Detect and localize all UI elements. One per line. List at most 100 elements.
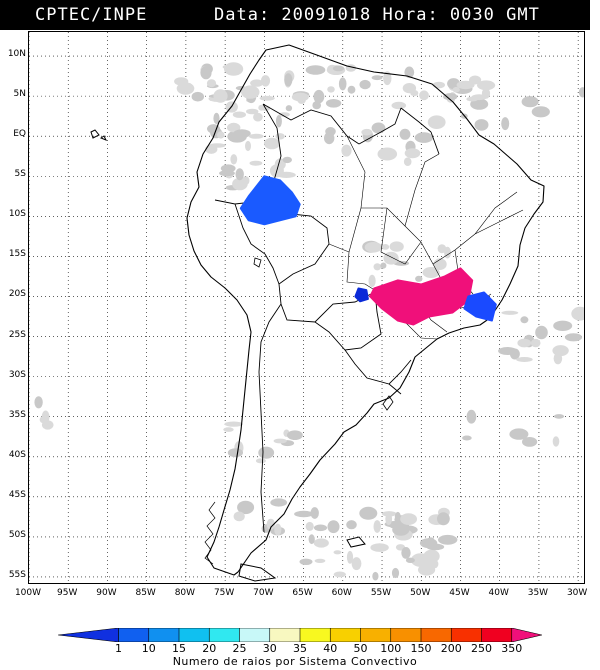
continent-outline bbox=[186, 44, 545, 576]
latitude-label: 35S bbox=[8, 409, 26, 420]
cloud-patch bbox=[372, 571, 379, 581]
cloud-patch bbox=[213, 112, 220, 125]
cloud-patch bbox=[235, 168, 244, 181]
longitude-label: 85W bbox=[135, 588, 156, 598]
latitude-label: 25S bbox=[8, 329, 26, 340]
cloud-patch bbox=[278, 112, 290, 117]
graticule bbox=[29, 32, 584, 583]
cloud-patch bbox=[282, 156, 292, 164]
cloud-patch bbox=[418, 564, 436, 576]
cloud-patch bbox=[359, 79, 371, 90]
cloud-patch bbox=[399, 128, 411, 140]
cloud-patch bbox=[419, 90, 429, 101]
cloud-patch bbox=[275, 115, 282, 128]
cloud-patch bbox=[285, 105, 293, 112]
cloud-patch bbox=[250, 79, 264, 87]
cloud-patch bbox=[452, 86, 460, 93]
date-time-label: Data: 20091018 Hora: 0030 GMT bbox=[214, 5, 540, 25]
cloud-patch bbox=[176, 82, 195, 95]
cloud-patch bbox=[347, 85, 356, 94]
cloud-patch bbox=[385, 512, 393, 525]
cloud-patch bbox=[205, 144, 218, 154]
cloud-patch bbox=[351, 557, 362, 571]
colorbar-swatch bbox=[208, 627, 241, 643]
cloud-patch bbox=[381, 244, 390, 250]
falkland-islands bbox=[346, 536, 366, 548]
cloud-patch bbox=[308, 534, 315, 545]
longitude-label: 30W bbox=[566, 588, 588, 598]
cloud-patch bbox=[391, 101, 407, 110]
longitude-label: 55W bbox=[370, 588, 392, 598]
lake-titicaca bbox=[253, 257, 262, 268]
cloud-cover-layer bbox=[34, 62, 584, 581]
latitude-label: 30S bbox=[8, 369, 26, 380]
source-label: CPTEC/INPE bbox=[35, 5, 148, 25]
cloud-patch bbox=[383, 71, 392, 86]
cloud-patch bbox=[313, 524, 328, 532]
longitude-label: 75W bbox=[213, 588, 235, 598]
longitude-label: 35W bbox=[527, 588, 549, 598]
colorbar-tick-label: 20 bbox=[202, 642, 217, 655]
cloud-patch bbox=[377, 147, 398, 161]
storm-cell bbox=[463, 291, 497, 322]
cloud-patch bbox=[230, 154, 238, 165]
tierra-del-fuego bbox=[238, 563, 277, 582]
cloud-patch bbox=[39, 416, 47, 424]
cloud-patch bbox=[217, 131, 225, 139]
cloud-patch bbox=[370, 543, 389, 552]
cloud-patch bbox=[426, 543, 445, 551]
cloud-patch bbox=[287, 430, 303, 441]
cloud-patch bbox=[535, 325, 548, 340]
cloud-patch bbox=[380, 262, 387, 269]
cloud-patch bbox=[346, 550, 354, 564]
cloud-patch bbox=[522, 437, 538, 447]
cloud-patch bbox=[249, 160, 263, 166]
cloud-patch bbox=[227, 448, 243, 458]
cloud-patch bbox=[220, 164, 236, 173]
colorbar-tick-label: 200 bbox=[440, 642, 462, 655]
cloud-patch bbox=[364, 242, 383, 253]
cloud-patch bbox=[391, 567, 400, 579]
latitude-label: 55S bbox=[8, 569, 26, 580]
cloud-patch bbox=[431, 559, 439, 569]
cloud-patch bbox=[501, 310, 519, 315]
cloud-patch bbox=[392, 523, 410, 536]
cloud-patch bbox=[327, 86, 335, 93]
cloud-patch bbox=[521, 96, 539, 108]
cloud-patch bbox=[371, 75, 383, 81]
colorbar-tick-label: 100 bbox=[380, 642, 402, 655]
cloud-patch bbox=[297, 96, 306, 104]
cloud-patch bbox=[373, 520, 381, 533]
colorbar-swatch bbox=[420, 627, 453, 643]
latitude-label: 20S bbox=[8, 289, 26, 300]
longitude-label: 95W bbox=[57, 588, 78, 598]
lagoa-dos-patos bbox=[382, 395, 394, 411]
cloud-patch bbox=[333, 571, 346, 578]
cloud-patch bbox=[338, 77, 347, 91]
longitude-label: 80W bbox=[174, 588, 196, 598]
cloud-patch bbox=[327, 520, 340, 534]
cloud-patch bbox=[273, 438, 287, 444]
cloud-patch bbox=[361, 128, 373, 136]
latitude-label: 15S bbox=[8, 249, 26, 260]
longitude-label: 100W bbox=[14, 588, 42, 598]
cloud-patch bbox=[313, 538, 329, 548]
cloud-patch bbox=[422, 267, 440, 278]
cloud-patch bbox=[233, 129, 251, 138]
cloud-patch bbox=[222, 64, 238, 70]
cloud-patch bbox=[305, 521, 314, 531]
cloud-patch bbox=[333, 550, 342, 555]
colorbar-swatch bbox=[511, 627, 543, 643]
cloud-patch bbox=[393, 260, 410, 266]
cloud-patch bbox=[237, 500, 255, 515]
cloud-patch bbox=[276, 171, 296, 178]
cloud-patch bbox=[553, 320, 573, 331]
cloud-patch bbox=[552, 436, 560, 447]
colorbar-swatch bbox=[118, 627, 150, 643]
header-bar: CPTEC/INPE Data: 20091018 Hora: 0030 GMT bbox=[0, 0, 590, 30]
cloud-patch bbox=[438, 534, 458, 545]
cloud-patch bbox=[200, 66, 212, 80]
longitude-label: 90W bbox=[96, 588, 117, 598]
cloud-patch bbox=[258, 104, 265, 111]
colorbar-tick-label: 1 bbox=[115, 642, 122, 655]
